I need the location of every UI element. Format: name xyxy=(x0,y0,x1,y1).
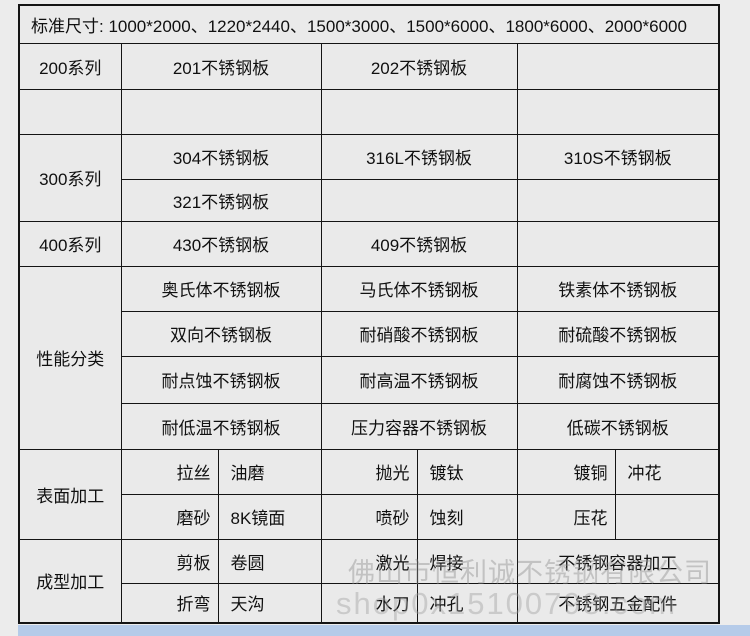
grade-cell-316l: 316L不锈钢板 xyxy=(320,133,518,180)
empty-cell xyxy=(120,88,322,135)
empty-cell xyxy=(18,88,122,135)
performance-label: 性能分类 xyxy=(18,265,122,450)
empty-cell xyxy=(516,178,720,222)
empty-cell xyxy=(320,88,518,135)
surface-label: 表面加工 xyxy=(18,448,122,540)
performance-cell: 马氏体不锈钢板 xyxy=(320,265,518,312)
performance-row-4: 耐低温不锈钢板 压力容器不锈钢板 低碳不锈钢板 xyxy=(19,402,720,450)
series-400-row: 400系列 430不锈钢板 409不锈钢板 xyxy=(18,220,720,267)
forming-cell: 卷圆 xyxy=(217,538,322,584)
performance-cell: 耐低温不锈钢板 xyxy=(120,402,322,450)
forming-cell: 激光 xyxy=(320,538,418,584)
forming-cell: 冲孔 xyxy=(416,582,518,624)
grade-cell-430: 430不锈钢板 xyxy=(120,220,322,267)
surface-cell: 抛光 xyxy=(320,448,418,495)
forming-cell: 焊接 xyxy=(416,538,518,584)
performance-row-1: 性能分类 奥氏体不锈钢板 马氏体不锈钢板 铁素体不锈钢板 xyxy=(18,265,720,450)
performance-cell: 耐高温不锈钢板 xyxy=(320,355,518,404)
performance-cell: 耐硫酸不锈钢板 xyxy=(516,310,720,357)
surface-cell: 8K镜面 xyxy=(217,493,322,540)
grade-cell-304: 304不锈钢板 xyxy=(120,133,322,180)
empty-cell xyxy=(614,493,720,540)
forming-cell: 天沟 xyxy=(217,582,322,624)
grade-cell-202: 202不锈钢板 xyxy=(320,42,518,90)
forming-cell: 折弯 xyxy=(120,582,219,624)
performance-cell: 奥氏体不锈钢板 xyxy=(120,265,322,312)
series-300-row-1: 300系列 304不锈钢板 316L不锈钢板 310S不锈钢板 xyxy=(18,133,720,222)
performance-cell: 耐腐蚀不锈钢板 xyxy=(516,355,720,404)
series-200-row: 200系列 201不锈钢板 202不锈钢板 xyxy=(18,42,720,90)
forming-cell: 不锈钢容器加工 xyxy=(516,538,720,584)
performance-cell: 铁素体不锈钢板 xyxy=(516,265,720,312)
performance-cell: 耐点蚀不锈钢板 xyxy=(120,355,322,404)
grade-cell-310s: 310S不锈钢板 xyxy=(516,133,720,180)
grade-cell-201: 201不锈钢板 xyxy=(120,42,322,90)
standard-sizes-row: 标准尺寸: 1000*2000、1220*2440、1500*3000、1500… xyxy=(18,4,720,44)
surface-row-1: 表面加工 拉丝 油磨 抛光 镀钛 镀铜 冲花 xyxy=(18,448,720,540)
performance-cell: 耐硝酸不锈钢板 xyxy=(320,310,518,357)
surface-cell: 镀铜 xyxy=(516,448,616,495)
series-400-label: 400系列 xyxy=(18,220,122,267)
empty-cell xyxy=(320,178,518,222)
surface-cell: 喷砂 xyxy=(320,493,418,540)
performance-row-2: 双向不锈钢板 耐硝酸不锈钢板 耐硫酸不锈钢板 xyxy=(19,310,720,357)
spec-table: 标准尺寸: 1000*2000、1220*2440、1500*3000、1500… xyxy=(18,4,721,624)
surface-cell: 压花 xyxy=(516,493,616,540)
performance-cell: 低碳不锈钢板 xyxy=(516,402,720,450)
performance-cell: 压力容器不锈钢板 xyxy=(320,402,518,450)
surface-cell: 拉丝 xyxy=(120,448,219,495)
standard-sizes-cell: 标准尺寸: 1000*2000、1220*2440、1500*3000、1500… xyxy=(18,4,720,44)
empty-cell xyxy=(516,220,720,267)
forming-label: 成型加工 xyxy=(18,538,122,624)
empty-cell xyxy=(516,88,720,135)
surface-cell: 油磨 xyxy=(217,448,322,495)
forming-cell: 水刀 xyxy=(320,582,418,624)
next-section-accent-bar xyxy=(18,625,750,636)
series-300-row-2: 321不锈钢板 xyxy=(19,178,720,222)
forming-row-2: 折弯 天沟 水刀 冲孔 不锈钢五金配件 xyxy=(19,582,720,624)
forming-cell: 剪板 xyxy=(120,538,219,584)
surface-cell: 镀钛 xyxy=(416,448,518,495)
empty-cell xyxy=(516,42,720,90)
forming-row-1: 成型加工 剪板 卷圆 激光 焊接 不锈钢容器加工 xyxy=(18,538,720,624)
performance-cell: 双向不锈钢板 xyxy=(120,310,322,357)
surface-cell: 蚀刻 xyxy=(416,493,518,540)
surface-cell: 冲花 xyxy=(614,448,720,495)
spacer-row xyxy=(18,88,720,135)
surface-row-2: 磨砂 8K镜面 喷砂 蚀刻 压花 xyxy=(19,493,720,540)
forming-cell: 不锈钢五金配件 xyxy=(516,582,720,624)
series-200-label: 200系列 xyxy=(18,42,122,90)
performance-row-3: 耐点蚀不锈钢板 耐高温不锈钢板 耐腐蚀不锈钢板 xyxy=(19,355,720,404)
surface-cell: 磨砂 xyxy=(120,493,219,540)
grade-cell-409: 409不锈钢板 xyxy=(320,220,518,267)
grade-cell-321: 321不锈钢板 xyxy=(120,178,322,222)
series-300-label: 300系列 xyxy=(18,133,122,222)
